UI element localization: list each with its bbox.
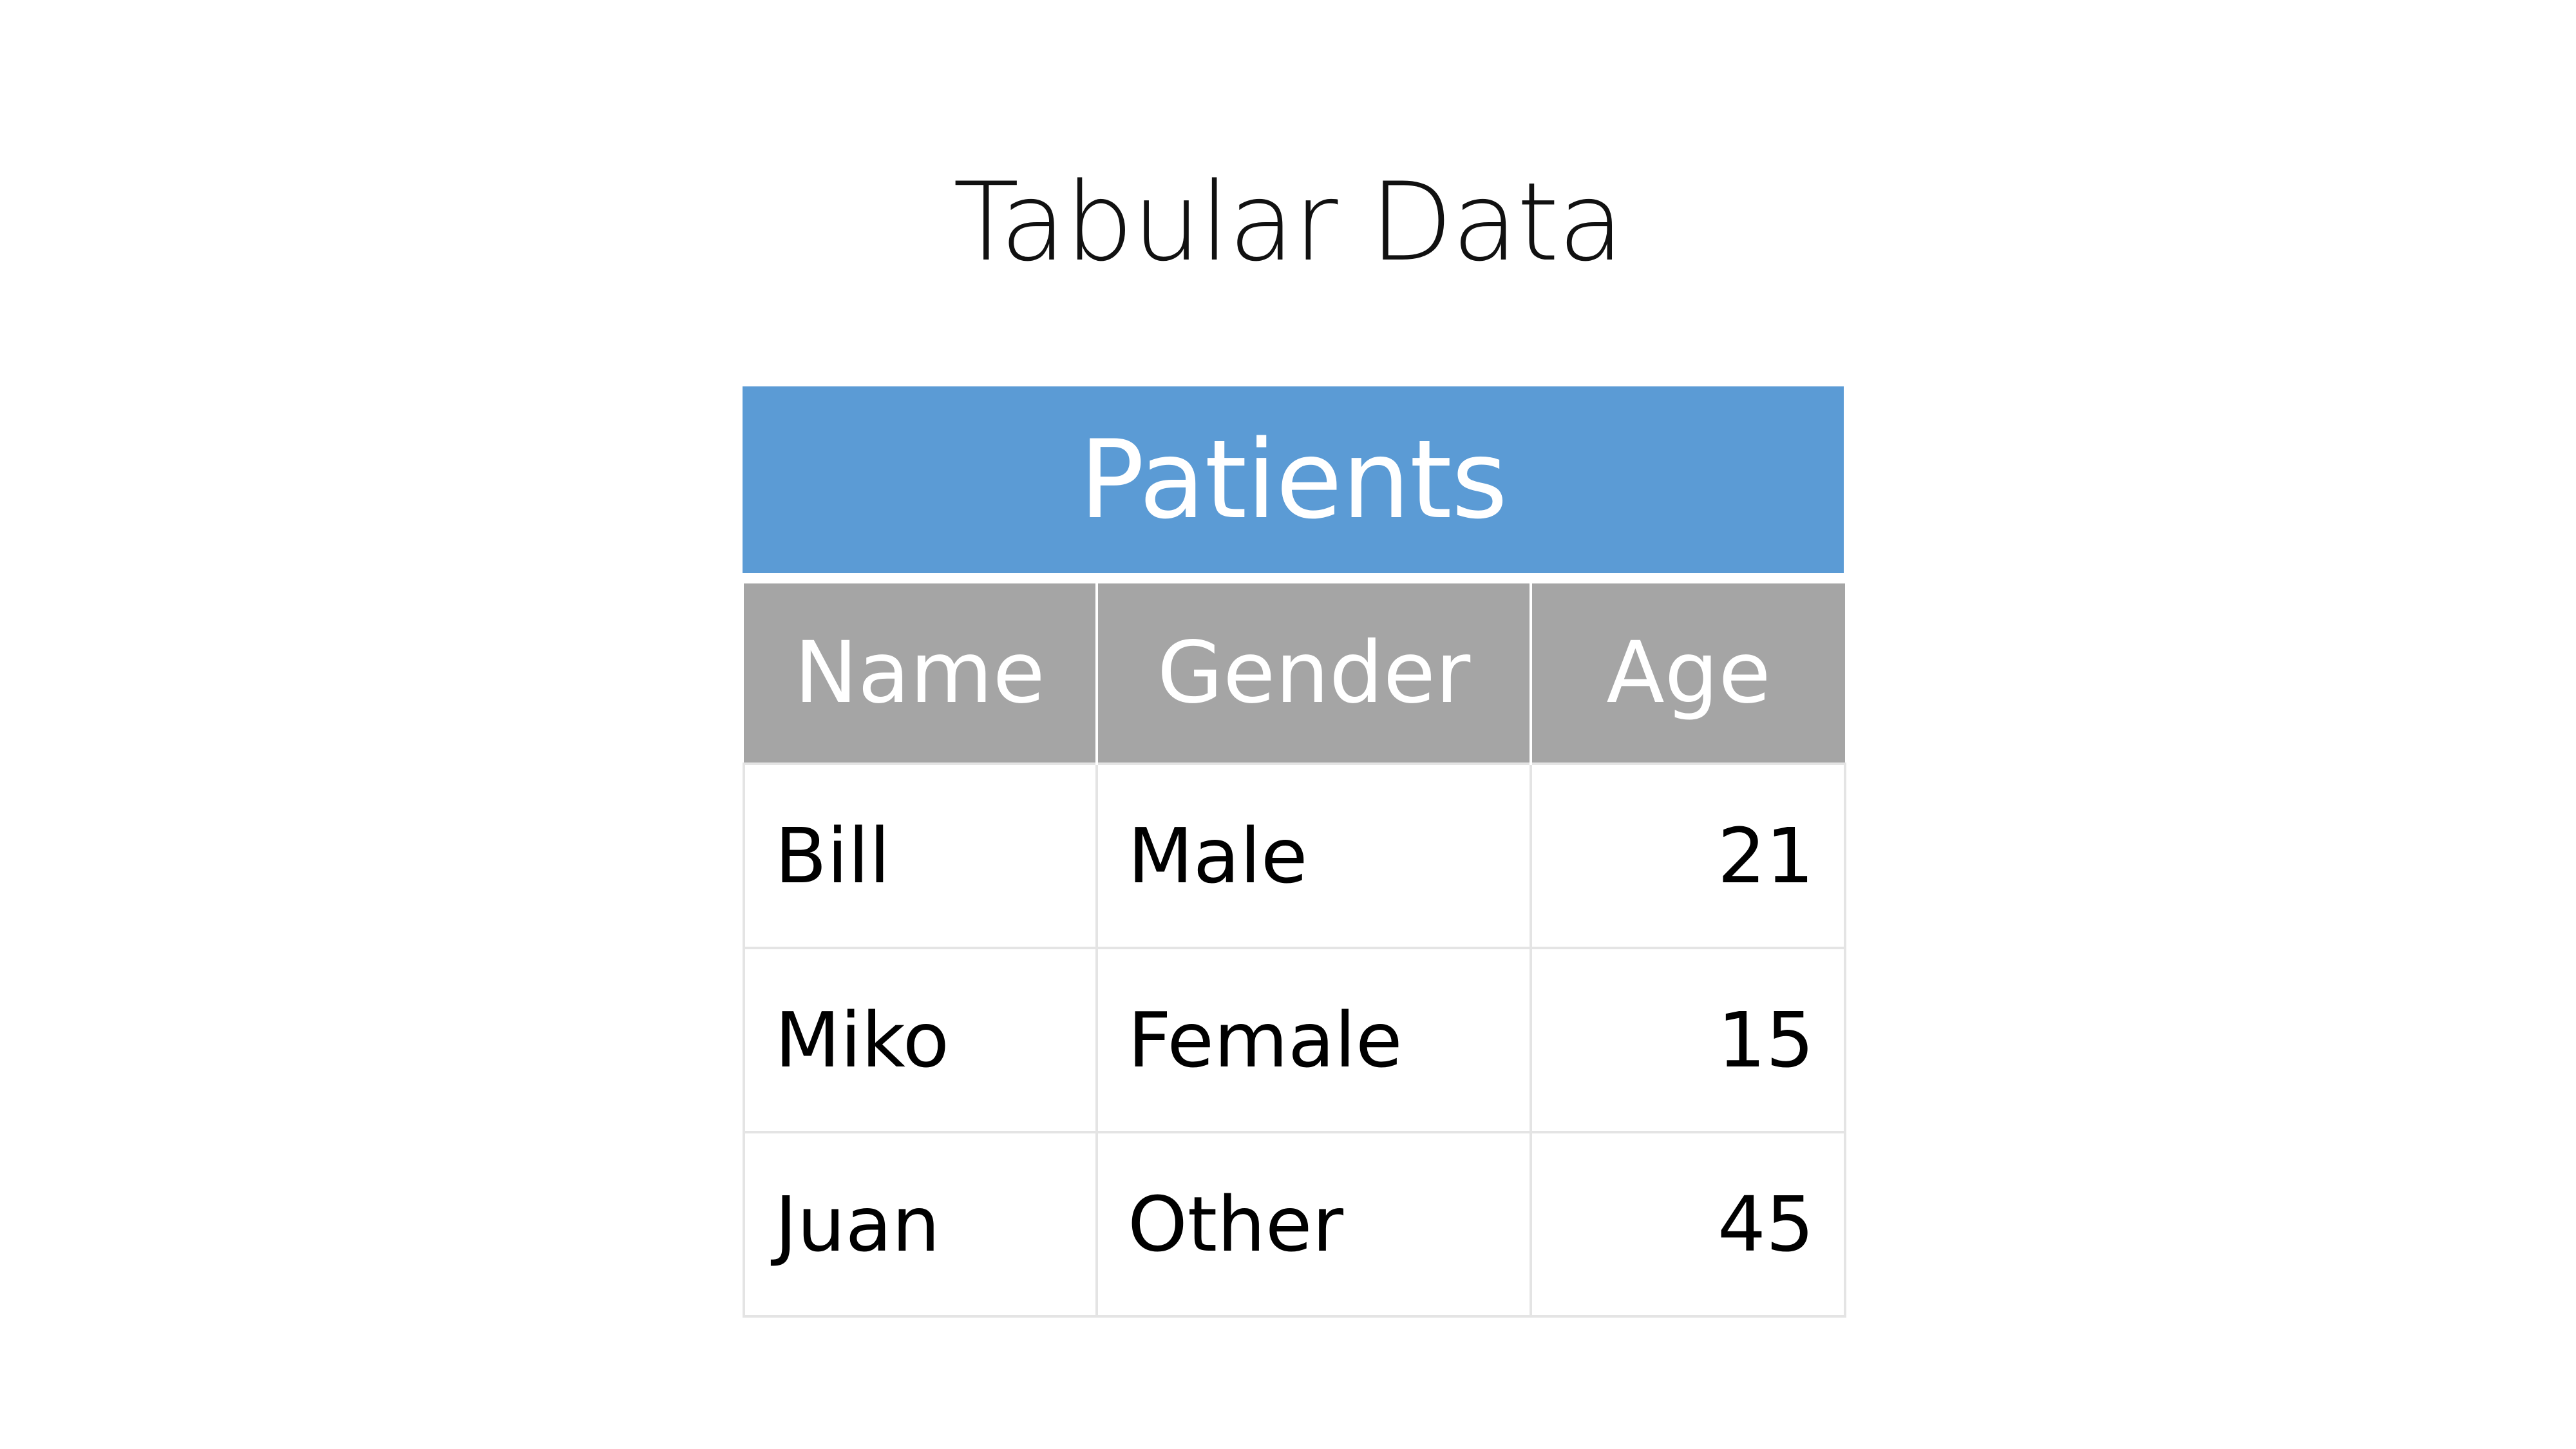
cell-gender: Female (1095, 947, 1532, 1133)
cell-name: Juan (743, 1131, 1098, 1318)
table-caption: Patients (743, 386, 1844, 573)
cell-name: Miko (743, 947, 1098, 1133)
cell-gender: Other (1095, 1131, 1532, 1318)
table-row: Miko Female 15 (743, 947, 1846, 1133)
header-row: Name Gender Age (744, 583, 1845, 764)
data-table: Name Gender Age Bill Male 21 Miko Female… (743, 583, 1846, 1318)
table-row: Bill Male 21 (743, 762, 1846, 949)
cell-age: 45 (1530, 1131, 1846, 1318)
column-header-gender: Gender (1095, 583, 1532, 764)
patients-table: Patients Name Gender Age Bill Male 21 Mi… (743, 386, 1846, 1318)
cell-age: 15 (1530, 947, 1846, 1133)
cell-gender: Male (1095, 762, 1532, 949)
cell-age: 21 (1530, 762, 1846, 949)
column-header-name: Name (744, 583, 1098, 764)
column-header-age: Age (1530, 583, 1845, 764)
table-row: Juan Other 45 (743, 1131, 1846, 1318)
cell-name: Bill (743, 762, 1098, 949)
slide-title: Tabular Data (952, 159, 1624, 285)
